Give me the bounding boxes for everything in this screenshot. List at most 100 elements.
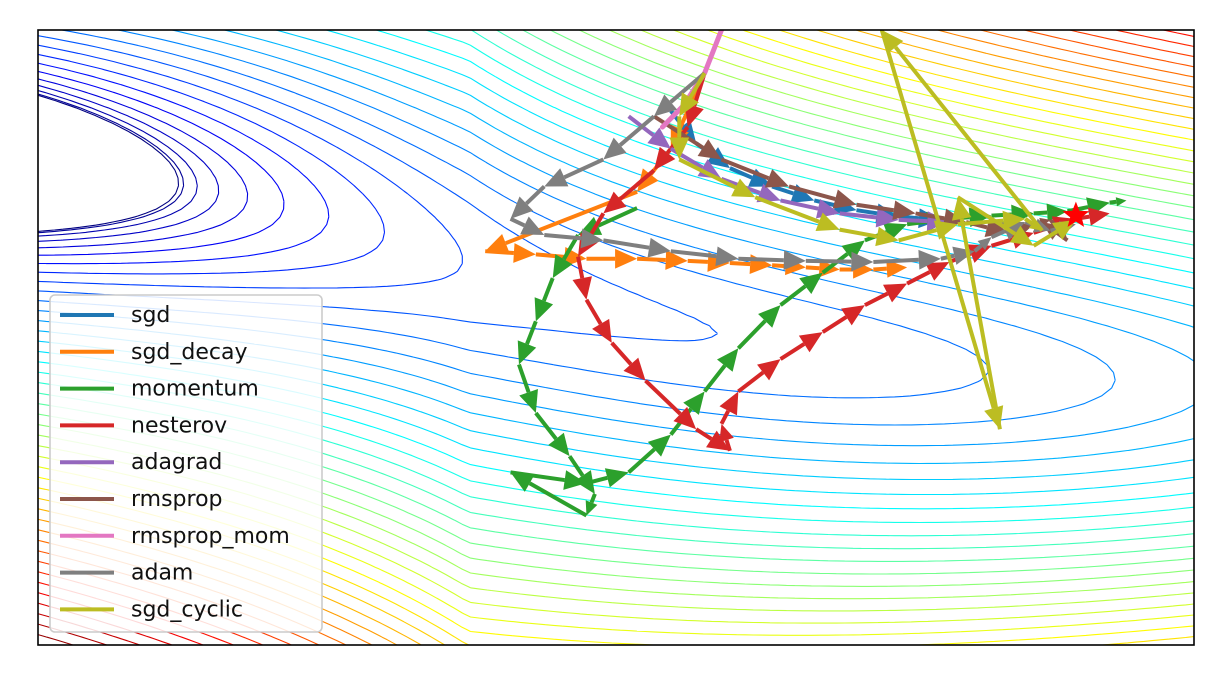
path-arrow (1002, 210, 1026, 231)
path-segment (525, 320, 538, 345)
path-arrow (653, 94, 678, 117)
path-segment (678, 157, 737, 190)
contour-level (38, 44, 463, 289)
legend-item: nesterov (60, 413, 227, 438)
contour-level (38, 84, 220, 242)
path-segment (738, 256, 784, 263)
path-segment (563, 157, 605, 180)
path-segment (603, 238, 650, 250)
path-segment (528, 481, 588, 518)
path-arrow (706, 430, 730, 451)
path-arrow (716, 348, 739, 372)
path-segment (771, 184, 795, 196)
path-arrow (510, 472, 535, 492)
path-arrow (580, 228, 604, 249)
path-arrow (841, 305, 865, 326)
legend-label: momentum (131, 377, 259, 402)
path-segment (610, 341, 633, 366)
legend-item: rmsprop (60, 487, 223, 512)
legend-label: rmsprop (131, 487, 223, 512)
path-segment (544, 233, 582, 241)
path-segment (779, 284, 807, 307)
path-segment (873, 257, 919, 264)
legend-item: rmsprop_mom (60, 524, 290, 549)
path-segment (695, 427, 713, 441)
path-segment (584, 298, 603, 325)
path-arrow (1046, 203, 1068, 222)
path-arrow (798, 332, 823, 353)
series-nesterov (572, 72, 1110, 452)
path-segment (990, 229, 1006, 239)
path-arrow (683, 391, 705, 415)
path-arrow (719, 391, 739, 416)
path-segment (687, 258, 709, 264)
path-arrow (815, 212, 840, 231)
path-segment (535, 252, 565, 259)
path-arrow (517, 340, 537, 365)
path-segment (771, 263, 786, 269)
path-segment (893, 45, 1044, 232)
path-segment (587, 212, 606, 239)
legend-item: adagrad (60, 450, 222, 475)
path-arrow (563, 470, 587, 490)
path-arrow (679, 92, 699, 117)
path-arrow (875, 207, 899, 228)
legend-item: sgd_decay (60, 340, 248, 365)
legend-label: adam (131, 561, 193, 586)
path-arrow (886, 259, 908, 278)
contour-level (38, 93, 185, 234)
path-arrow (552, 254, 573, 279)
path-segment (821, 315, 848, 334)
path-arrow (918, 249, 941, 270)
path-segment (703, 364, 727, 393)
path-segment (567, 455, 585, 477)
legend-item: sgd_cyclic (60, 597, 243, 622)
path-segment (485, 249, 515, 256)
path-arrow (534, 297, 554, 322)
path-arrow (603, 191, 627, 214)
path-arrow (544, 168, 569, 187)
contour-level (38, 53, 386, 275)
legend-item: momentum (60, 377, 259, 402)
path-segment (915, 211, 945, 221)
path-segment (688, 72, 707, 99)
legend-label: rmsprop_mom (131, 524, 290, 549)
path-arrow (799, 272, 823, 295)
path-arrow (485, 233, 510, 253)
path-arrow (851, 251, 874, 272)
path-arrow (673, 406, 697, 430)
path-segment (856, 208, 878, 216)
path-arrow (841, 240, 865, 262)
path-segment (729, 166, 753, 180)
legend-label: sgd_decay (131, 340, 248, 365)
path-segment (585, 475, 608, 486)
path-arrow (604, 468, 629, 488)
path-segment (879, 30, 996, 409)
path-segment (839, 211, 878, 220)
path-arrow (719, 423, 734, 443)
path-segment (959, 218, 1002, 430)
path-arrow (637, 168, 659, 192)
path-segment (780, 198, 819, 211)
path-segment (729, 261, 751, 267)
path-segment (737, 370, 765, 394)
path-arrow (697, 139, 722, 160)
path-arrow (513, 243, 536, 263)
path-arrow (925, 261, 950, 281)
path-segment (973, 244, 983, 253)
path-arrow (548, 432, 570, 457)
path-segment (1024, 217, 1034, 226)
optimum-marker (1062, 201, 1090, 227)
path-segment (510, 470, 565, 483)
path-segment (576, 256, 585, 279)
contour-level (38, 70, 285, 256)
path-arrow (757, 359, 781, 381)
path-arrow (1009, 225, 1034, 246)
path-segment (1033, 210, 1048, 216)
path-arrow (520, 216, 545, 235)
path-arrow (615, 248, 638, 269)
path-segment (990, 237, 1014, 248)
path-segment (509, 217, 526, 228)
path-segment (644, 379, 682, 416)
legend-item: sgd (60, 303, 170, 328)
